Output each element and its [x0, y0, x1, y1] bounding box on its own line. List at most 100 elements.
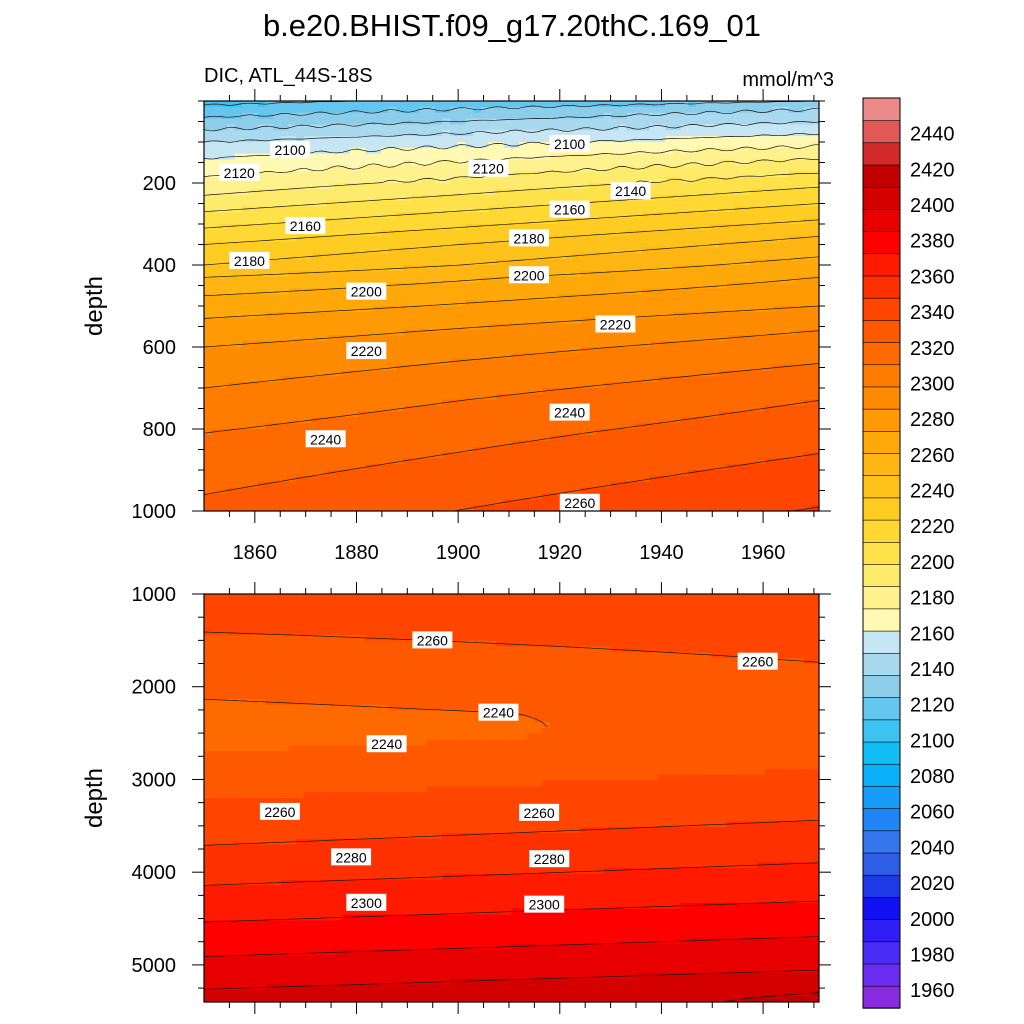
upper-field-cell [365, 388, 374, 395]
upper-field-cell [542, 364, 551, 372]
upper-field-cell [311, 241, 320, 249]
upper-field-cell [726, 253, 736, 260]
upper-field-cell [234, 434, 244, 442]
upper-field-cell [342, 440, 351, 448]
upper-field-cell [603, 294, 613, 301]
upper-field-cell [696, 317, 705, 325]
upper-field-cell [273, 329, 282, 336]
upper-field-cell [726, 270, 736, 278]
upper-field-cell [211, 440, 220, 448]
upper-field-cell [342, 306, 351, 313]
upper-field-cell [373, 364, 382, 372]
upper-field-cell [580, 276, 589, 284]
upper-field-cell [365, 206, 374, 213]
upper-field-cell [350, 464, 359, 471]
upper-field-cell [734, 118, 743, 126]
upper-field-cell [434, 411, 443, 418]
upper-field-cell [565, 388, 574, 395]
upper-field-cell [788, 393, 797, 401]
upper-field-cell [795, 452, 805, 459]
upper-field-cell [772, 112, 782, 120]
upper-field-cell [649, 177, 659, 184]
upper-field-cell [573, 247, 582, 254]
upper-field-cell [649, 218, 659, 225]
upper-field-cell [227, 341, 236, 348]
upper-field-cell [457, 206, 466, 213]
upper-field-cell [457, 388, 466, 395]
upper-field-cell [665, 452, 674, 459]
upper-field-cell [780, 112, 789, 120]
upper-field-cell [765, 352, 774, 360]
upper-field-cell [788, 452, 797, 459]
upper-field-cell [342, 206, 351, 213]
upper-field-cell [303, 247, 313, 254]
upper-field-cell [626, 423, 636, 430]
upper-field-cell [688, 194, 697, 202]
upper-field-cell [696, 112, 705, 120]
upper-field-cell [711, 358, 720, 366]
upper-field-cell [749, 142, 759, 149]
upper-field-cell [480, 370, 490, 377]
upper-field-cell [542, 341, 551, 348]
upper-field-cell [749, 188, 759, 196]
upper-field-cell [672, 188, 682, 196]
upper-field-cell [280, 101, 290, 108]
upper-field-cell [396, 399, 405, 407]
upper-field-cell [273, 388, 282, 395]
upper-field-cell [442, 399, 451, 407]
upper-field-cell [488, 288, 497, 295]
upper-field-cell [319, 306, 328, 313]
upper-field-cell [204, 241, 213, 249]
upper-field-cell [365, 130, 374, 137]
upper-field-cell [803, 364, 812, 372]
upper-field-cell [204, 399, 213, 407]
upper-field-cell [450, 388, 459, 395]
upper-field-cell [380, 317, 390, 325]
upper-field-cell [265, 288, 274, 295]
upper-field-cell [549, 124, 559, 131]
upper-field-cell [265, 329, 274, 336]
upper-field-cell [649, 306, 659, 313]
upper-field-cell [557, 276, 566, 284]
upper-field-cell [380, 323, 390, 331]
upper-field-cell [549, 311, 559, 319]
upper-field-cell [642, 423, 651, 430]
upper-field-cell [480, 177, 490, 184]
upper-field-cell [634, 276, 643, 284]
upper-field-cell [465, 153, 474, 161]
upper-field-cell [696, 458, 705, 465]
upper-field-cell [503, 112, 513, 120]
upper-field-cell [665, 347, 674, 354]
upper-field-cell [703, 434, 712, 442]
upper-field-cell [488, 329, 497, 336]
upper-field-cell [288, 452, 297, 459]
upper-field-cell [696, 270, 705, 278]
upper-field-cell [734, 147, 743, 155]
upper-field-cell [234, 382, 244, 389]
upper-field-cell [603, 382, 613, 389]
upper-field-cell [457, 142, 466, 149]
upper-field-cell [296, 241, 305, 249]
upper-field-cell [765, 341, 774, 348]
upper-field-cell [565, 165, 574, 172]
upper-field-cell [526, 282, 536, 290]
upper-field-cell [211, 341, 220, 348]
upper-field-cell [657, 417, 666, 424]
upper-field-cell [703, 341, 712, 348]
upper-field-cell [473, 376, 482, 383]
upper-field-cell [788, 358, 797, 366]
upper-field-cell [511, 335, 520, 342]
upper-field-cell [426, 341, 436, 348]
upper-field-cell [696, 358, 705, 366]
upper-field-cell [411, 218, 420, 225]
upper-field-cell [473, 452, 482, 459]
upper-field-cell [719, 130, 728, 137]
upper-field-cell [765, 124, 774, 131]
upper-field-cell [772, 206, 782, 213]
upper-field-cell [795, 106, 805, 114]
upper-field-cell [542, 393, 551, 401]
upper-field-cell [772, 130, 782, 137]
upper-field-cell [526, 358, 536, 366]
upper-field-cell [634, 106, 643, 114]
upper-field-cell [503, 106, 513, 114]
